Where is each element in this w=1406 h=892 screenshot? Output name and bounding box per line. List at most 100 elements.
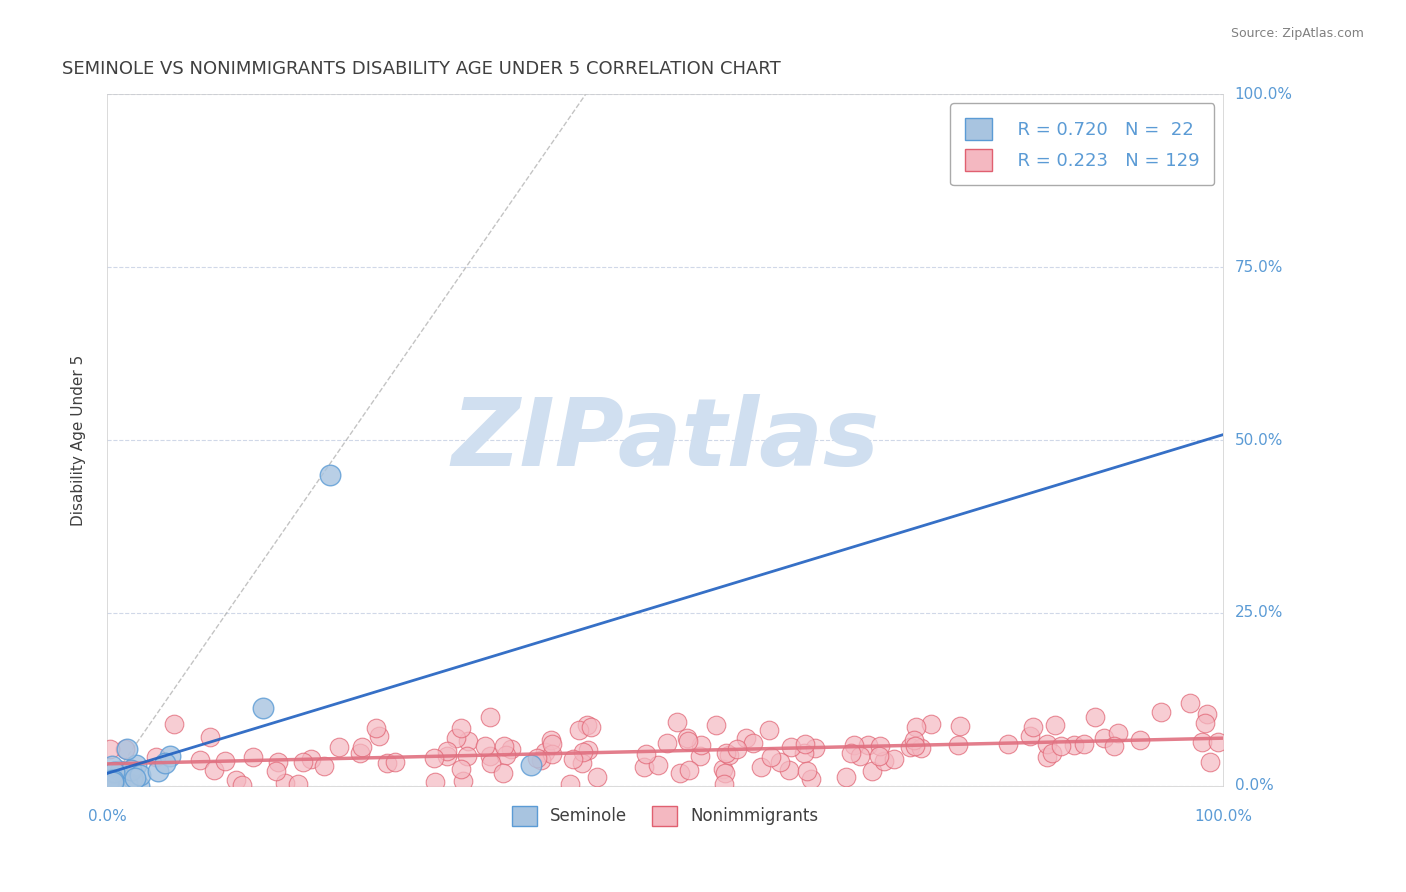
Point: [704, 718, 727, 732]
Point: [749, 760, 772, 774]
Point: [1191, 735, 1213, 749]
Point: [780, 739, 803, 754]
Point: [494, 739, 516, 753]
Point: [769, 756, 792, 770]
Y-axis label: Disability Age Under 5: Disability Age Under 5: [72, 354, 86, 525]
Point: [1063, 738, 1085, 752]
Point: [1102, 739, 1125, 753]
Point: [665, 714, 688, 729]
Point: [1129, 733, 1152, 747]
Point: [103, 765, 125, 780]
Point: [633, 760, 655, 774]
Point: [758, 723, 780, 737]
Point: [1150, 706, 1173, 720]
Point: [291, 756, 314, 770]
Point: [1197, 707, 1219, 722]
Point: [457, 734, 479, 748]
Legend: Seminole, Nonimmigrants: Seminole, Nonimmigrants: [505, 799, 825, 833]
Point: [242, 750, 264, 764]
Point: [742, 736, 765, 750]
Point: [568, 723, 591, 738]
Point: [146, 764, 169, 779]
Point: [225, 772, 247, 787]
Point: [450, 763, 472, 777]
Point: [350, 740, 373, 755]
Point: [273, 775, 295, 789]
Text: 50.0%: 50.0%: [1234, 433, 1282, 448]
Point: [1045, 718, 1067, 732]
Point: [479, 756, 502, 771]
Point: [903, 732, 925, 747]
Point: [101, 772, 124, 787]
Point: [725, 741, 748, 756]
Point: [479, 709, 502, 723]
Point: [868, 749, 890, 764]
Point: [793, 746, 815, 760]
Point: [713, 777, 735, 791]
Point: [1040, 746, 1063, 760]
Point: [910, 741, 932, 756]
Point: [264, 764, 287, 778]
Point: [384, 755, 406, 769]
Point: [1107, 726, 1129, 740]
Point: [312, 759, 335, 773]
Point: [202, 763, 225, 777]
Point: [97, 777, 120, 791]
Point: [451, 774, 474, 789]
Point: [804, 740, 827, 755]
Point: [561, 752, 583, 766]
Point: [713, 765, 735, 780]
Point: [541, 737, 564, 751]
Point: [101, 774, 124, 789]
Point: [904, 739, 927, 754]
Text: SEMINOLE VS NONIMMIGRANTS DISABILITY AGE UNDER 5 CORRELATION CHART: SEMINOLE VS NONIMMIGRANTS DISABILITY AGE…: [62, 60, 782, 78]
Point: [717, 748, 740, 763]
Point: [491, 765, 513, 780]
Point: [114, 742, 136, 756]
Point: [328, 740, 350, 755]
Point: [678, 764, 700, 778]
Point: [1178, 696, 1201, 710]
Point: [1035, 737, 1057, 751]
Text: 100.0%: 100.0%: [1234, 87, 1292, 102]
Point: [299, 752, 322, 766]
Point: [759, 749, 782, 764]
Point: [474, 739, 496, 753]
Point: [115, 776, 138, 790]
Point: [163, 716, 186, 731]
Point: [872, 754, 894, 768]
Point: [1021, 720, 1043, 734]
Point: [1094, 731, 1116, 745]
Point: [364, 722, 387, 736]
Point: [657, 736, 679, 750]
Point: [844, 738, 866, 752]
Point: [576, 718, 599, 732]
Point: [436, 744, 458, 758]
Point: [349, 746, 371, 760]
Point: [124, 771, 146, 785]
Point: [778, 763, 800, 777]
Point: [714, 747, 737, 761]
Point: [101, 759, 124, 773]
Point: [375, 756, 398, 771]
Point: [571, 756, 593, 770]
Point: [534, 745, 557, 759]
Point: [839, 746, 862, 760]
Point: [444, 731, 467, 746]
Point: [252, 701, 274, 715]
Point: [800, 772, 823, 787]
Point: [530, 753, 553, 767]
Point: [450, 721, 472, 735]
Point: [856, 738, 879, 752]
Point: [676, 731, 699, 745]
Point: [997, 737, 1019, 751]
Text: 0.0%: 0.0%: [87, 808, 127, 823]
Point: [153, 756, 176, 770]
Point: [125, 758, 148, 772]
Point: [103, 775, 125, 789]
Point: [796, 764, 818, 778]
Point: [120, 763, 142, 777]
Point: [368, 729, 391, 743]
Point: [423, 774, 446, 789]
Text: 25.0%: 25.0%: [1234, 606, 1282, 621]
